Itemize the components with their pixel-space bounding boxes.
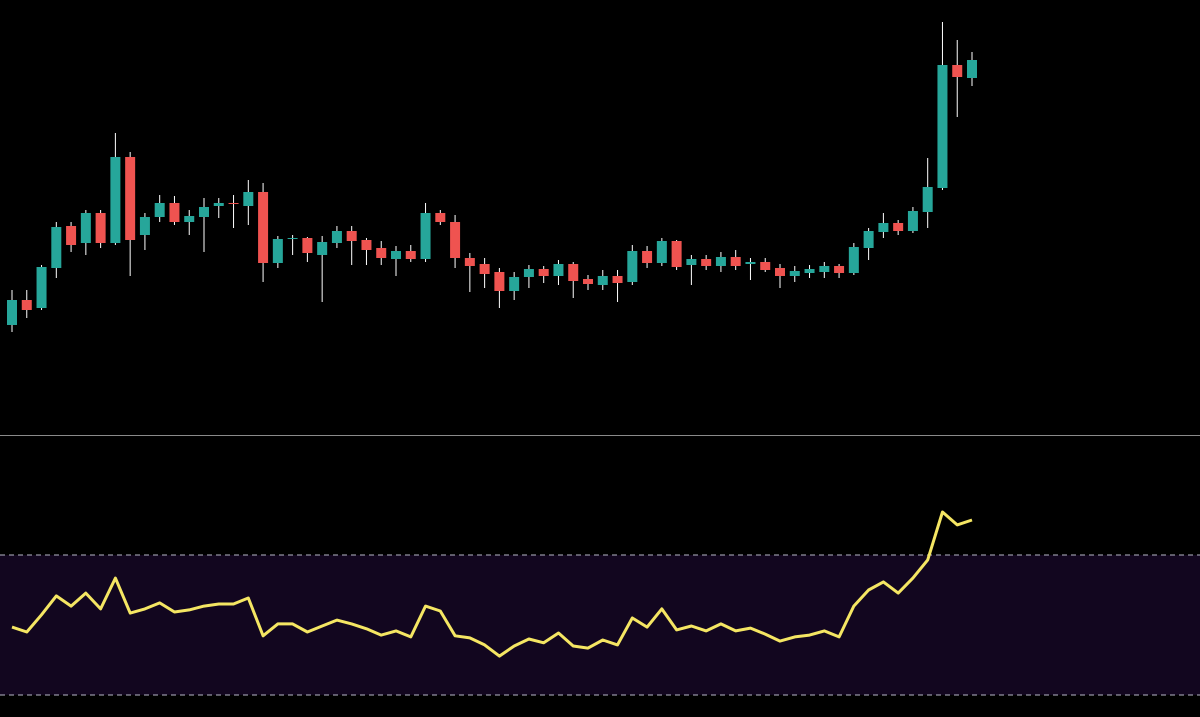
candle-body xyxy=(317,242,328,255)
candle-body xyxy=(671,241,682,267)
candle-body xyxy=(878,223,889,232)
candle-body xyxy=(464,258,475,266)
candle-body xyxy=(21,300,32,310)
candle-body xyxy=(110,157,121,243)
candle-body xyxy=(509,277,520,291)
candle-body xyxy=(819,266,830,272)
candle-body xyxy=(523,269,534,277)
candle-body xyxy=(272,239,283,263)
band-fill xyxy=(0,555,1200,695)
candle-body xyxy=(907,211,918,231)
candle-body xyxy=(701,259,712,266)
candle-body xyxy=(642,251,653,263)
candle-body xyxy=(302,238,313,253)
candle-body xyxy=(376,248,387,258)
candle-body xyxy=(199,207,209,217)
candle-body xyxy=(583,279,593,284)
candle-body xyxy=(538,269,549,276)
candle-body xyxy=(7,300,17,325)
candle-body xyxy=(258,192,269,263)
candle-body xyxy=(361,240,372,250)
candle-body xyxy=(435,213,446,222)
rsi-line xyxy=(11,510,973,658)
candle-body xyxy=(848,247,859,273)
candle-body xyxy=(745,262,756,264)
candle-body xyxy=(51,227,62,268)
candle-body xyxy=(36,267,47,308)
candle-body xyxy=(804,269,815,273)
candle-body xyxy=(213,203,224,206)
candle-body xyxy=(937,65,948,188)
candle-body xyxy=(80,213,91,243)
candle-body xyxy=(553,264,564,276)
candle-body xyxy=(863,231,874,248)
candle-body xyxy=(125,157,136,240)
candle-body xyxy=(405,251,416,259)
candle-body xyxy=(730,257,741,266)
candle-body xyxy=(184,216,195,222)
candle-body xyxy=(922,187,933,212)
candle-body xyxy=(597,276,608,285)
candle-body xyxy=(154,203,165,217)
candle-body xyxy=(66,226,77,245)
candle-body xyxy=(420,213,431,259)
candle-body xyxy=(952,65,963,77)
candle-body xyxy=(612,276,623,283)
candle-body xyxy=(834,266,845,273)
candle-body xyxy=(686,259,697,265)
candle-body xyxy=(568,264,579,281)
candle-body xyxy=(169,203,180,222)
candle-body xyxy=(228,203,239,204)
candle-body xyxy=(450,222,461,258)
candle-body xyxy=(346,231,357,241)
candle-body xyxy=(627,251,638,282)
candle-body xyxy=(243,192,254,206)
candle-body xyxy=(95,213,106,243)
candle-body xyxy=(479,264,490,274)
candle-body xyxy=(331,231,342,243)
candle-body xyxy=(775,268,785,276)
candle-body xyxy=(789,271,800,276)
candle-body xyxy=(893,223,904,231)
candle-body xyxy=(760,262,771,270)
candle-body xyxy=(715,257,726,266)
candle-body xyxy=(139,217,150,235)
candle-body xyxy=(967,60,977,78)
candle-body xyxy=(494,272,505,291)
candle-body xyxy=(391,251,401,259)
candle-body xyxy=(656,241,667,263)
candle-body xyxy=(287,238,298,239)
